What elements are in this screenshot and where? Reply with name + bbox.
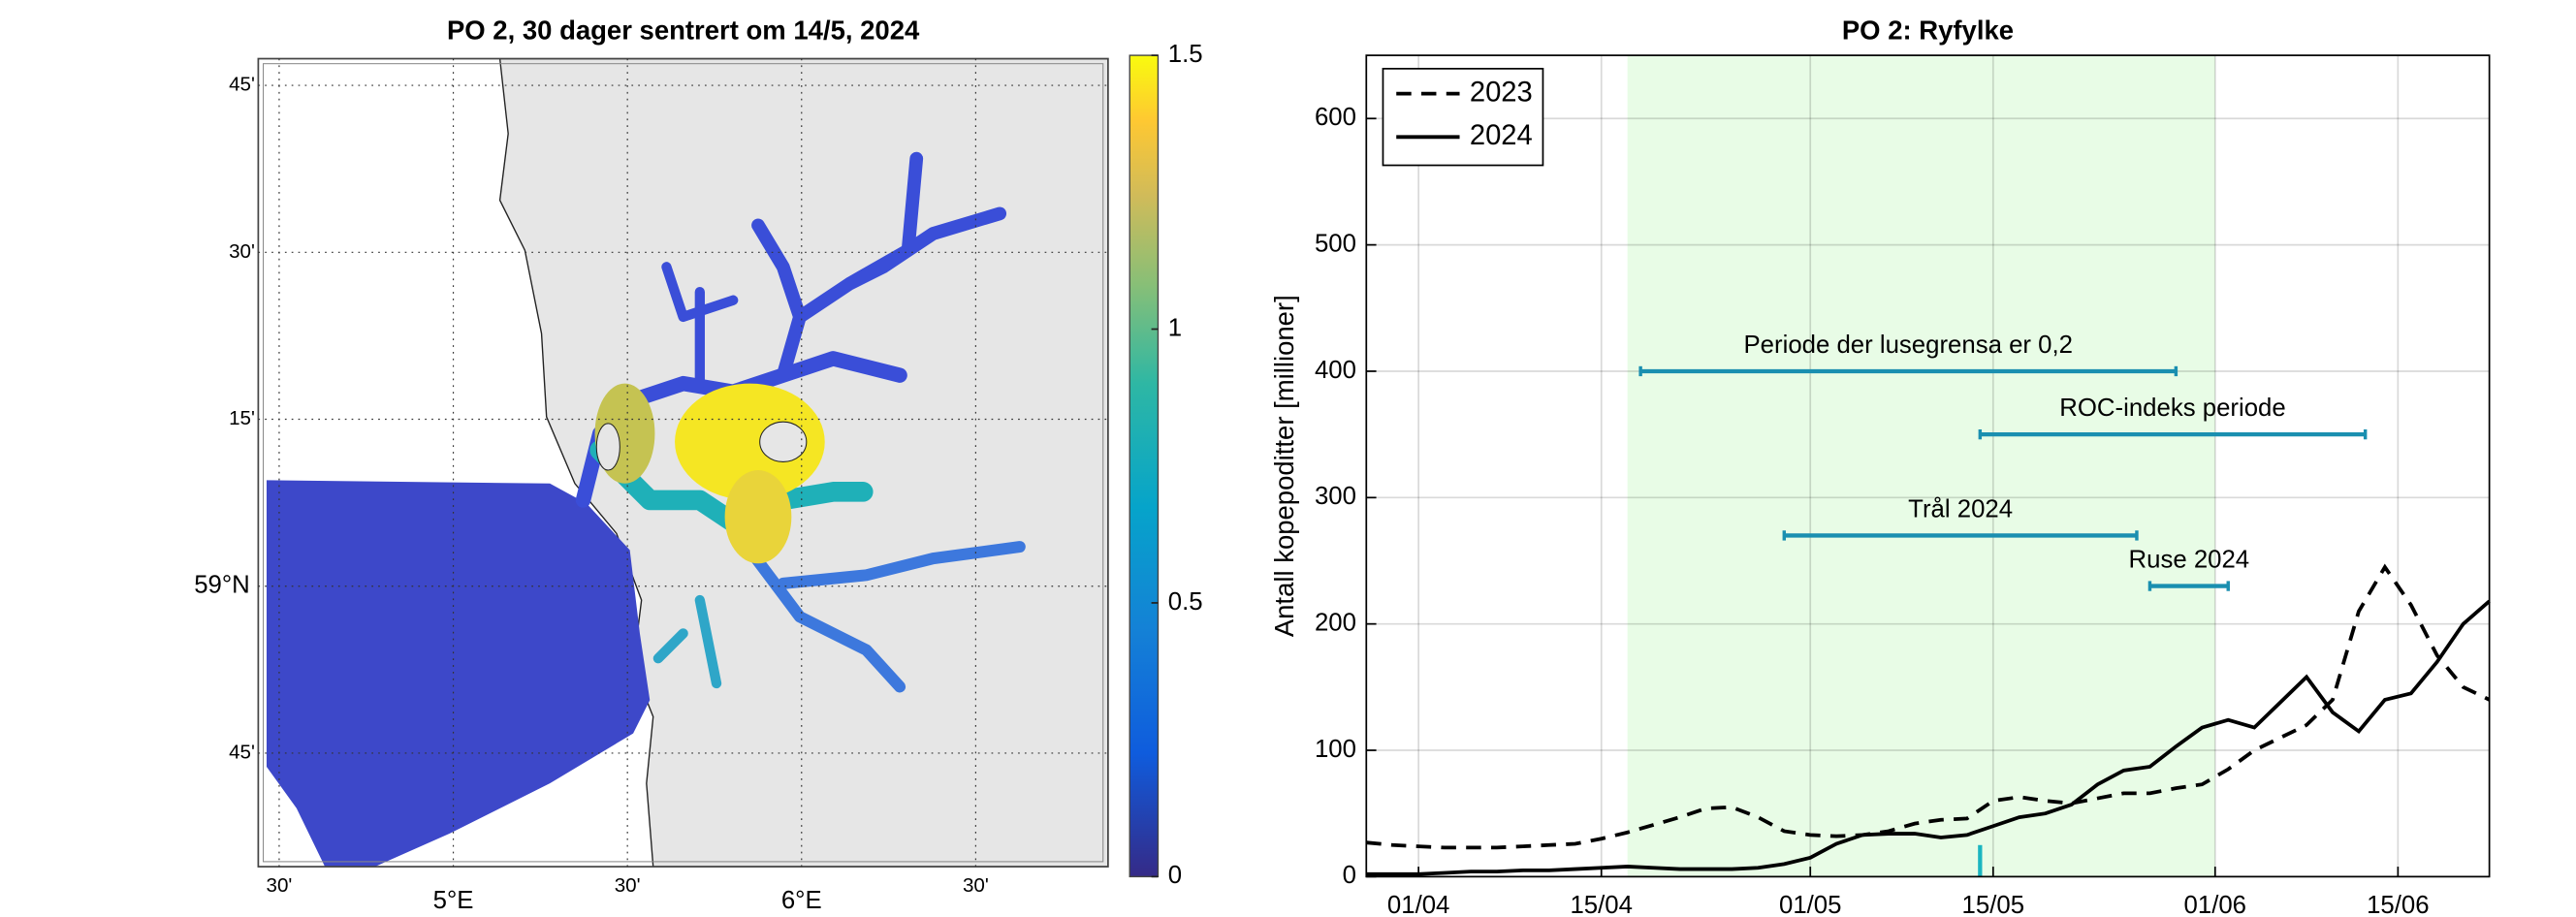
interval-label: Trål 2024 — [1908, 495, 2013, 522]
map-title: PO 2, 30 dager sentrert om 14/5, 2024 — [447, 15, 920, 45]
legend-box — [1382, 67, 1544, 167]
y-tick-label: 400 — [1315, 357, 1356, 384]
y-tick-label: 100 — [1315, 736, 1356, 763]
map-frame-inner — [263, 63, 1104, 863]
colorbar-label: 0.5 — [1168, 588, 1203, 616]
x-tick-label: 15/05 — [1962, 892, 2024, 917]
chart-title: PO 2: Ryfylke — [1842, 15, 2014, 45]
y-axis-label: Antall kopepoditter [millioner] — [1269, 295, 1299, 637]
x-tick-label: 30' — [963, 874, 989, 897]
x-tick-label: 01/04 — [1387, 892, 1449, 917]
y-tick-label: 300 — [1315, 483, 1356, 510]
colorbar-label: 1.5 — [1168, 41, 1203, 68]
y-tick-label: 59°N — [194, 572, 250, 599]
interval-label: Ruse 2024 — [2129, 547, 2250, 574]
y-tick-label: 0 — [1343, 862, 1356, 889]
colorbar-label: 1 — [1168, 314, 1182, 341]
y-tick-label: 45' — [229, 741, 255, 763]
y-tick-label: 500 — [1315, 230, 1356, 257]
x-tick-label: 6°E — [781, 887, 822, 914]
x-tick-label: 5°E — [433, 887, 474, 914]
map-frame — [257, 57, 1109, 868]
interval-label: ROC-indeks periode — [2059, 395, 2285, 422]
y-tick-label: 15' — [229, 407, 255, 429]
y-tick-label: 200 — [1315, 609, 1356, 636]
x-tick-label: 15/04 — [1570, 892, 1632, 917]
x-tick-label: 01/06 — [2184, 892, 2246, 917]
x-tick-label: 15/06 — [2367, 892, 2429, 917]
series-line — [1366, 599, 2491, 876]
legend-label: 2023 — [1470, 77, 1533, 108]
plot-frame — [1365, 54, 2491, 878]
series-line — [1366, 563, 2491, 850]
legend-label: 2024 — [1470, 120, 1533, 151]
colorbar — [1129, 54, 1160, 878]
y-tick-label: 30' — [229, 240, 255, 263]
y-tick-label: 600 — [1315, 104, 1356, 131]
shaded-period — [1627, 55, 2215, 877]
y-tick-label: 45' — [229, 74, 255, 96]
x-tick-label: 30' — [615, 874, 641, 897]
colorbar-label: 0 — [1168, 862, 1182, 889]
x-tick-label: 30' — [267, 874, 293, 897]
map-background — [266, 58, 1108, 868]
interval-label: Periode der lusegrensa er 0,2 — [1744, 332, 2073, 359]
x-tick-label: 01/05 — [1779, 892, 1841, 917]
